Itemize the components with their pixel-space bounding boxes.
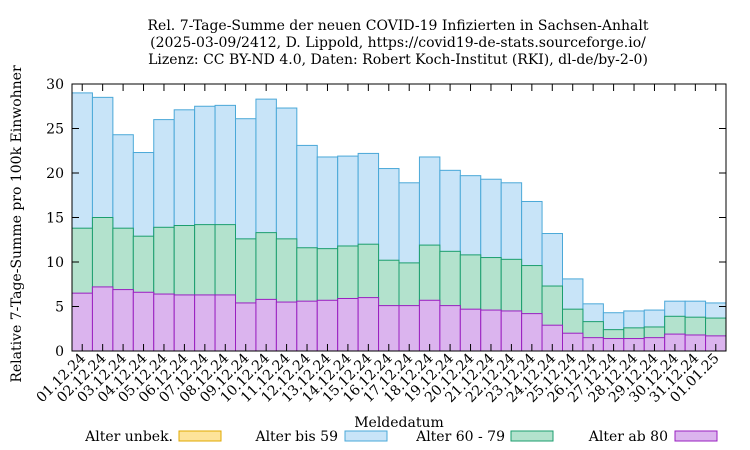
bar-alter-ab-80-11.12.24 xyxy=(275,301,298,352)
bar-alter-ab-80-14.12.24 xyxy=(337,297,359,352)
bar-alter-ab-80-02.12.24 xyxy=(91,286,114,352)
y-tick-label: 0 xyxy=(55,344,64,360)
bar-alter-ab-80-18.12.24 xyxy=(418,299,441,352)
legend-label: Alter ab 80 xyxy=(588,429,668,445)
title-line-1: Rel. 7-Tage-Summe der neuen COVID-19 Inf… xyxy=(148,18,649,34)
bar-alter-ab-80-07.12.24 xyxy=(194,294,216,352)
bar-alter-ab-80-06.12.24 xyxy=(173,294,196,352)
y-tick-label: 25 xyxy=(46,122,64,138)
legend-label: Alter unbek. xyxy=(84,429,173,445)
legend-label: Alter bis 59 xyxy=(254,429,338,445)
bar-alter-ab-80-05.12.24 xyxy=(153,293,175,352)
x-axis-label: Meldedatum xyxy=(354,415,444,431)
bar-alter-ab-80-10.12.24 xyxy=(255,298,277,352)
bar-alter-ab-80-01.12.24 xyxy=(71,292,93,352)
bar-alter-ab-80-03.12.24 xyxy=(112,289,134,352)
y-axis-ticks: 0 5 10 15 20 25 30 xyxy=(46,77,726,360)
title-line-2: (2025-03-09/2412, D. Lippold, https://co… xyxy=(150,35,646,51)
bars xyxy=(71,92,727,352)
chart-title: Rel. 7-Tage-Summe der neuen COVID-19 Inf… xyxy=(148,18,649,68)
bar-alter-ab-80-12.12.24 xyxy=(296,300,318,352)
y-tick-label: 20 xyxy=(46,166,64,182)
bar-alter-ab-80-04.12.24 xyxy=(132,291,155,352)
bar-alter-ab-80-09.12.24 xyxy=(235,302,257,352)
y-tick-label: 15 xyxy=(46,211,64,227)
legend-swatch xyxy=(344,430,388,442)
bar-alter-ab-80-08.12.24 xyxy=(214,294,236,352)
x-axis-ticks: 01.12.2402.12.2403.12.2404.12.2405.12.24… xyxy=(34,84,723,406)
y-tick-label: 30 xyxy=(46,77,64,93)
y-tick-label: 5 xyxy=(55,300,64,316)
legend-swatch xyxy=(510,430,554,442)
legend-swatch xyxy=(674,430,718,442)
y-tick-label: 10 xyxy=(46,255,64,271)
bar-alter-ab-80-13.12.24 xyxy=(316,299,339,352)
y-axis-label: Relative 7-Tage-Summe pro 100k Einwohner xyxy=(9,65,25,383)
bar-alter-ab-80-15.12.24 xyxy=(357,297,380,352)
legend-swatch xyxy=(178,430,222,442)
legend-label: Alter 60 - 79 xyxy=(415,429,505,445)
legend: Alter unbek. Alter bis 59 Alter 60 - 79 Alt… xyxy=(84,429,718,445)
title-line-3: Lizenz: CC BY-ND 4.0, Daten: Robert Koch… xyxy=(148,52,648,68)
